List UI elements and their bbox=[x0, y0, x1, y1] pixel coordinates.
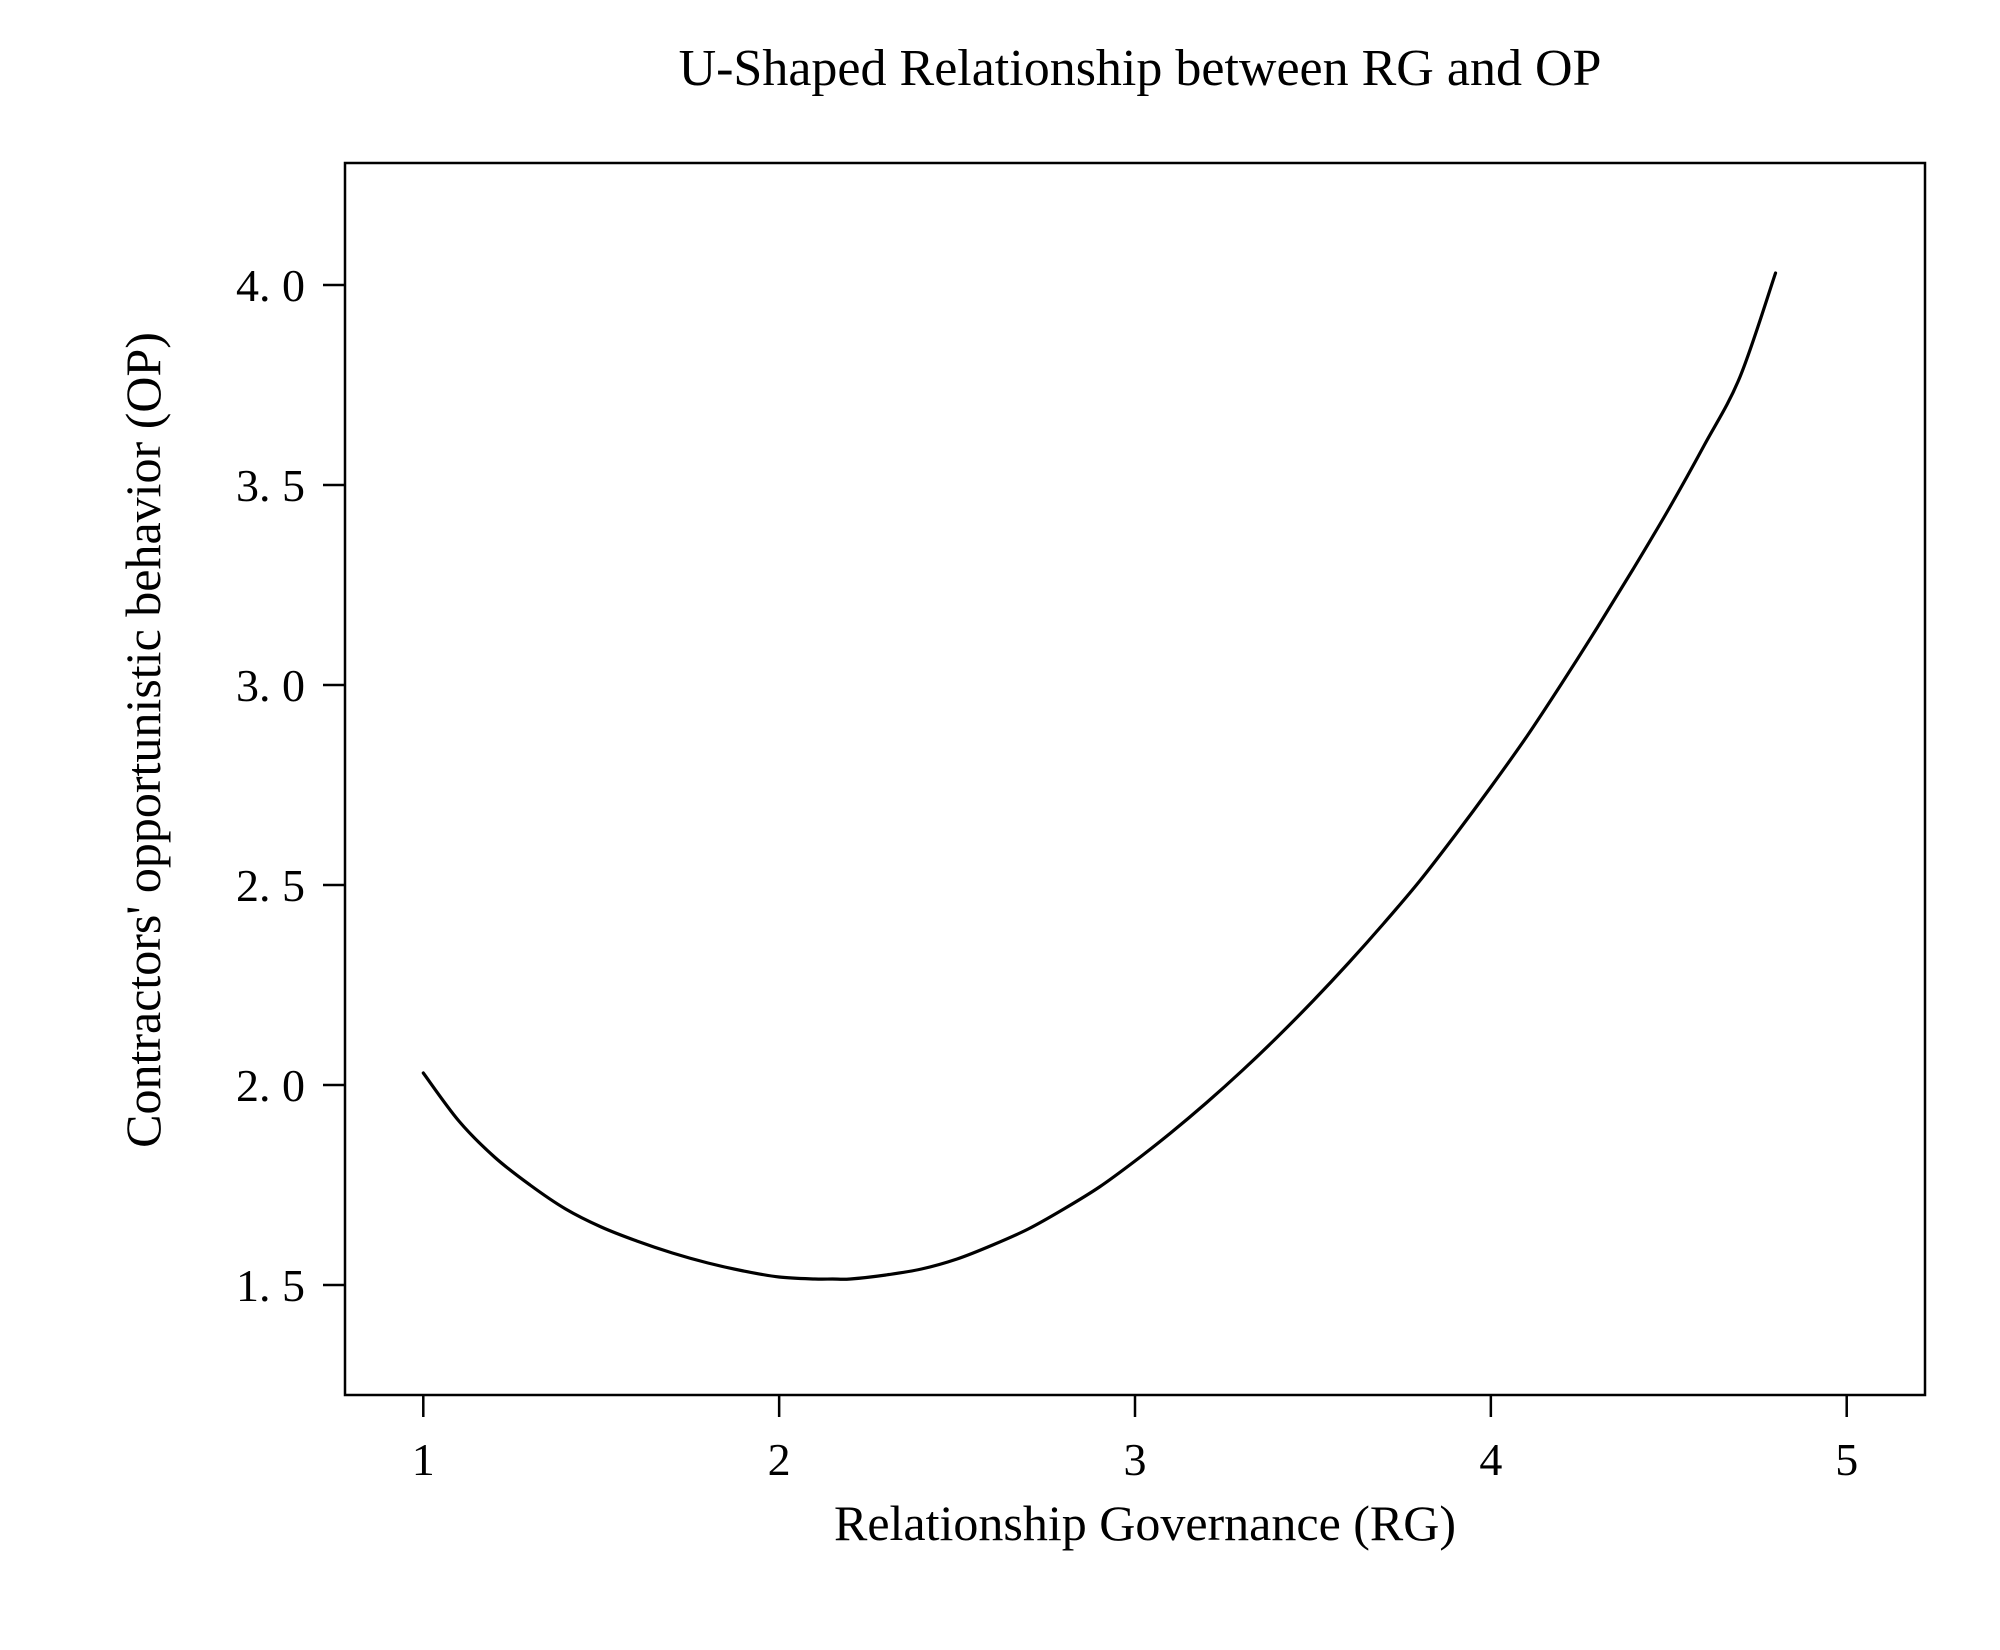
series-line bbox=[421, 271, 1778, 1281]
y-tick-label: 1. 5 bbox=[236, 1260, 305, 1311]
x-axis: 1 2 3 4 5 bbox=[412, 1395, 1858, 1485]
y-tick-label: 4. 0 bbox=[236, 260, 305, 311]
chart-title: U-Shaped Relationship between RG and OP bbox=[679, 40, 1602, 97]
x-tick-label: 5 bbox=[1835, 1434, 1858, 1485]
x-tick-label: 4 bbox=[1479, 1434, 1502, 1485]
x-tick-label: 3 bbox=[1124, 1434, 1147, 1485]
y-tick-label: 3. 5 bbox=[236, 460, 305, 511]
y-tick-label: 2. 5 bbox=[236, 860, 305, 911]
y-tick-label: 2. 0 bbox=[236, 1060, 305, 1111]
x-tick-label: 2 bbox=[768, 1434, 791, 1485]
y-axis: 1. 5 2. 0 2. 5 3. 0 3. 5 4. 0 bbox=[236, 260, 345, 1311]
x-axis-label: Relationship Governance (RG) bbox=[834, 1495, 1456, 1551]
plot-frame bbox=[343, 161, 1927, 1397]
x-tick-label: 1 bbox=[412, 1434, 435, 1485]
y-axis-label: Contractors' opportunistic behavior (OP) bbox=[115, 332, 171, 1148]
y-tick-label: 3. 0 bbox=[236, 660, 305, 711]
